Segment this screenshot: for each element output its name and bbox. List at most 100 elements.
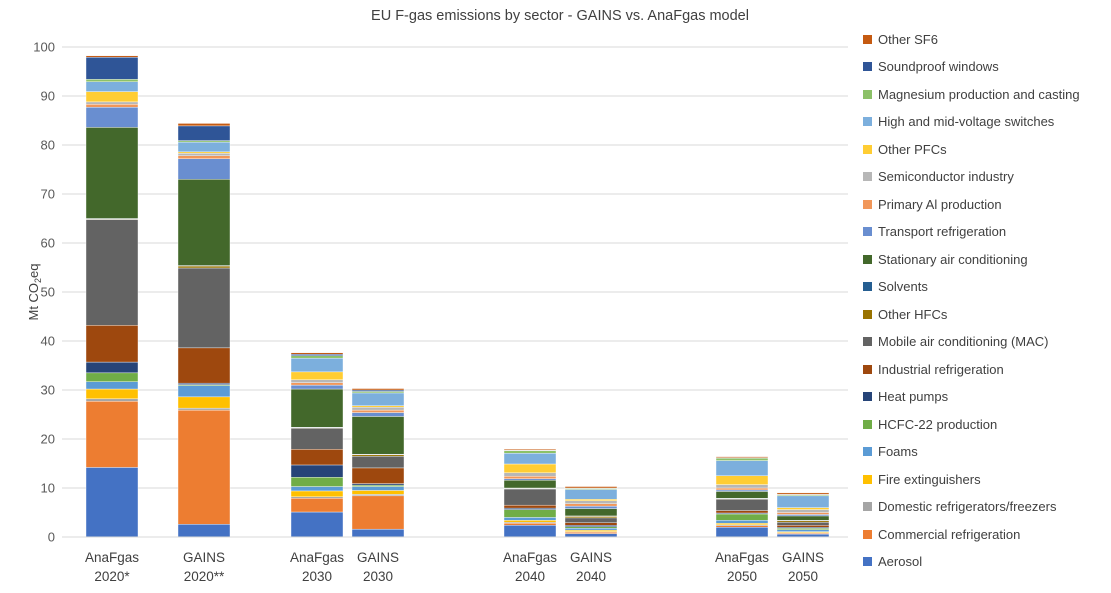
legend-item: HCFC-22 production xyxy=(863,415,997,433)
bar-segment xyxy=(351,467,405,484)
bar-segment xyxy=(715,520,769,524)
bar-segment xyxy=(85,219,139,326)
bar-segment xyxy=(85,325,139,363)
legend-label: Magnesium production and casting xyxy=(878,86,1080,102)
bar-segment xyxy=(177,151,231,154)
bar-segment xyxy=(177,155,231,159)
bar-segment xyxy=(776,512,830,515)
bar-segment xyxy=(85,401,139,468)
legend-item: Soundproof windows xyxy=(863,58,999,76)
bar-segment xyxy=(290,477,344,487)
y-axis: 0 10 20 30 40 50 60 70 80 90 100 xyxy=(33,40,55,545)
y-tick-label: 40 xyxy=(41,334,55,349)
legend-swatch xyxy=(863,144,872,154)
legend-item: Heat pumps xyxy=(863,388,948,406)
bar-segment xyxy=(503,472,557,477)
x-tick-label: AnaFgas xyxy=(290,550,344,565)
bar-segment xyxy=(564,531,618,534)
legend-label: Industrial refrigeration xyxy=(878,361,1004,377)
bar-segment xyxy=(177,409,231,525)
bar-segment xyxy=(290,354,344,356)
legend-item: Industrial refrigeration xyxy=(863,360,1004,378)
legend-swatch xyxy=(863,502,872,511)
legend-label: HCFC-22 production xyxy=(878,416,998,432)
legend-label: Mobile air conditioning (MAC) xyxy=(878,334,1049,349)
bar-segment xyxy=(715,484,769,489)
bar-segment xyxy=(290,379,344,383)
bar-segment xyxy=(715,523,769,525)
legend-swatch xyxy=(863,199,872,209)
bar-segment xyxy=(564,500,618,504)
gridlines xyxy=(62,46,848,489)
bar-segment xyxy=(351,483,405,486)
x-tick-label: GAINS xyxy=(782,550,824,565)
bar-segment xyxy=(564,486,618,489)
legend-swatch xyxy=(863,309,872,319)
bar-segment xyxy=(564,505,618,509)
bar-segment xyxy=(564,508,618,517)
bar-segment xyxy=(177,265,231,269)
bar-segment xyxy=(776,507,830,510)
legend-label: Primary Al production xyxy=(878,196,1002,212)
legend-swatch xyxy=(863,282,872,291)
y-tick-label: 20 xyxy=(41,432,55,447)
bar-segment xyxy=(351,392,405,406)
legend-label: Other SF6 xyxy=(878,31,938,47)
bar-segment xyxy=(290,511,344,538)
bar-segment xyxy=(776,514,830,517)
bar-segment xyxy=(177,158,231,180)
bar-segment xyxy=(503,520,557,523)
bar-segment xyxy=(177,140,231,143)
y-tick-label: 0 xyxy=(48,530,55,545)
legend-item: Other PFCs xyxy=(863,140,947,158)
legend-swatch xyxy=(863,254,872,264)
bar-segment xyxy=(177,179,231,266)
bar-segment xyxy=(776,527,830,530)
bar-segment xyxy=(177,153,231,156)
bar-segment xyxy=(564,527,618,531)
legend-item: Foams xyxy=(863,443,918,461)
bar-segment xyxy=(715,456,769,458)
bar-segment xyxy=(776,520,830,523)
bar-segment xyxy=(290,498,344,513)
bar-segment xyxy=(351,388,405,391)
bar-segment xyxy=(776,509,830,513)
bar-segment xyxy=(776,529,830,532)
bar-segment xyxy=(85,104,139,108)
x-tick-label: 2030 xyxy=(302,569,332,584)
legend-swatch xyxy=(863,117,872,126)
bar-segment xyxy=(85,372,139,382)
bar-segment xyxy=(177,123,231,127)
bar-segment xyxy=(503,509,557,518)
bar-segment xyxy=(290,388,344,428)
bar-segment xyxy=(177,267,231,349)
legend-swatch xyxy=(863,447,872,456)
legend-swatch xyxy=(863,89,872,99)
y-tick-label: 80 xyxy=(41,138,55,153)
bar-segment xyxy=(503,478,557,481)
bar-segment xyxy=(503,517,557,521)
bar-segment xyxy=(564,516,618,519)
bar-segment xyxy=(715,491,769,499)
bar-segment xyxy=(776,522,830,526)
bar-segment xyxy=(776,495,830,508)
bar-segment xyxy=(564,533,618,538)
chart-title: EU F-gas emissions by sector - GAINS vs.… xyxy=(371,8,749,24)
y-tick-label: 10 xyxy=(41,481,55,496)
bar-segment xyxy=(715,510,769,514)
bar-segment xyxy=(503,476,557,479)
bar-segment xyxy=(564,503,618,507)
bar-segment xyxy=(715,489,769,492)
legend-swatch xyxy=(863,474,872,484)
legend-swatch xyxy=(863,34,872,44)
bar-segment xyxy=(564,526,618,529)
bar-segment xyxy=(85,55,139,58)
bar-segment xyxy=(177,141,231,153)
bar-segment xyxy=(503,488,557,506)
bar-segment xyxy=(351,455,405,469)
x-tick-label: 2050 xyxy=(788,569,818,584)
bar-segment xyxy=(351,495,405,530)
bar-segment xyxy=(85,388,139,400)
